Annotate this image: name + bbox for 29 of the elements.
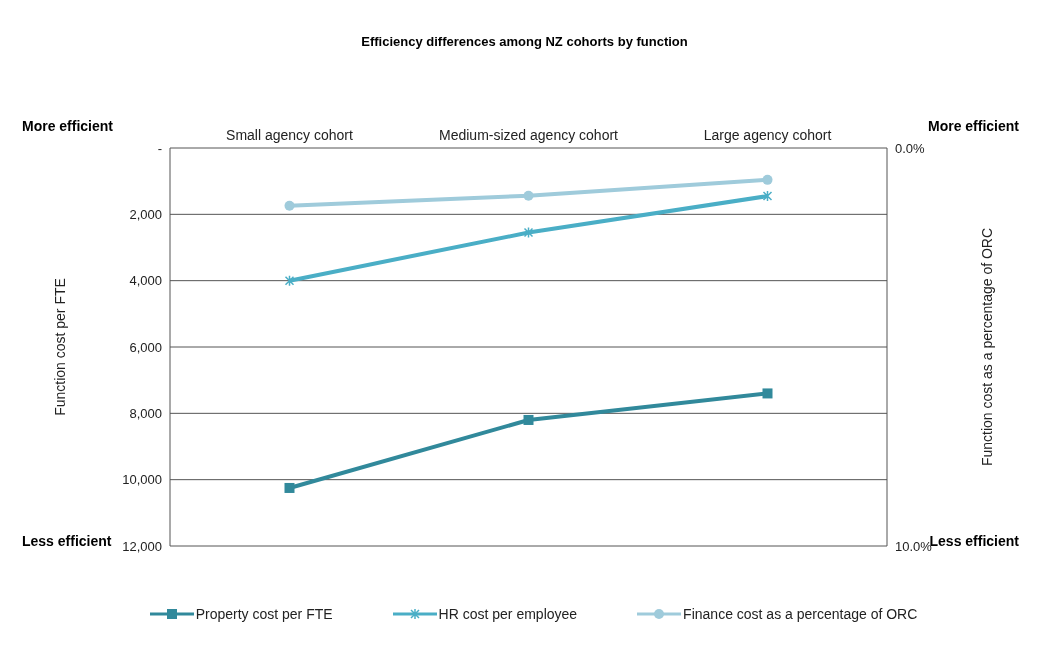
x-tick-label: Medium-sized agency cohort [439, 127, 619, 143]
y-tick-label: 8,000 [129, 405, 162, 421]
point [523, 226, 534, 239]
point [284, 274, 295, 287]
point [762, 190, 773, 202]
point [762, 174, 773, 185]
y-tick-label: 6,000 [129, 339, 162, 355]
legend-label: Property cost per FTE [195, 606, 333, 622]
legend-label: HR cost per employee [438, 606, 578, 622]
point [284, 482, 295, 493]
point [523, 190, 534, 201]
chart-title: Efficiency differences among NZ cohorts by function [360, 34, 689, 49]
x-tick-label: Large agency cohort [703, 127, 832, 143]
text: Less efficient [22, 533, 112, 549]
text: More efficient [22, 118, 114, 134]
y-tick-label: 10,000 [122, 472, 162, 488]
y-tick-label: 12,000 [122, 538, 162, 554]
text: More efficient [927, 118, 1019, 134]
y-tick-label: 2,000 [129, 206, 162, 222]
x-tick-label: Small agency cohort [226, 127, 354, 143]
point [523, 414, 534, 425]
legend-label: Finance cost as a percentage of ORC [683, 606, 918, 622]
y-tick-label: - [157, 140, 162, 156]
point [762, 388, 773, 399]
y2-axis-title: Function cost as a percentage of ORC [978, 227, 995, 467]
y-axis-title: Function cost per FTE [51, 278, 68, 416]
y2-tick-label: 0.0% [895, 140, 926, 156]
y-tick-label: 4,000 [129, 273, 162, 289]
point [284, 200, 295, 211]
